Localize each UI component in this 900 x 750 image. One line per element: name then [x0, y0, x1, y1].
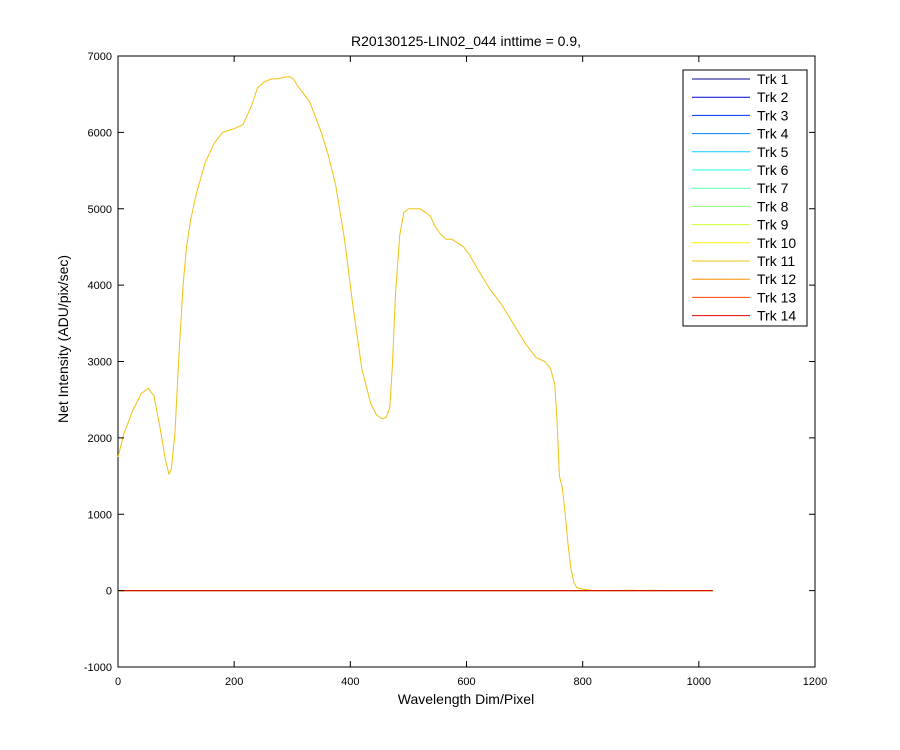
x-axis-label: Wavelength Dim/Pixel [398, 691, 534, 707]
x-tick-label: 200 [225, 676, 243, 688]
x-axis-ticks: 0 200 400 600 800 1000 1200 [115, 56, 827, 688]
legend-label: Trk 3 [757, 107, 789, 123]
legend-items: Trk 1 Trk 2 Trk 3 Trk 4 Trk 5 Trk 6 Trk 7 Trk 8… [692, 71, 796, 324]
legend-label: Trk 14 [757, 308, 796, 324]
legend-label: Trk 13 [757, 289, 796, 305]
x-tick-label: 600 [457, 676, 475, 688]
legend-label: Trk 7 [757, 180, 789, 196]
legend: Trk 1 Trk 2 Trk 3 Trk 4 Trk 5 Trk 6 Trk 7 Trk 8… [682, 69, 808, 327]
y-tick-label: 1000 [88, 509, 112, 521]
y-axis-ticks: -1000 0 1000 2000 3000 4000 5000 6000 7000 [84, 51, 815, 674]
legend-label: Trk 1 [757, 71, 789, 87]
y-tick-label: 7000 [88, 51, 112, 63]
legend-label: Trk 5 [757, 144, 789, 160]
y-tick-label: 4000 [88, 280, 112, 292]
series-layer [117, 76, 713, 592]
chart-title: R20130125-LIN02_044 inttime = 0.9, [351, 33, 581, 49]
x-tick-label: 1000 [687, 676, 711, 688]
legend-label: Trk 2 [757, 89, 789, 105]
legend-label: Trk 6 [757, 162, 789, 178]
y-tick-label: -1000 [84, 662, 112, 674]
x-tick-label: 400 [341, 676, 359, 688]
legend-label: Trk 8 [757, 198, 789, 214]
y-tick-label: 3000 [88, 357, 112, 369]
x-tick-label: 0 [115, 676, 121, 688]
legend-label: Trk 10 [757, 235, 796, 251]
legend-label: Trk 4 [757, 126, 789, 142]
legend-label: Trk 12 [757, 271, 796, 287]
legend-label: Trk 9 [757, 217, 789, 233]
y-tick-label: 5000 [88, 204, 112, 216]
series-line-trk-11 [117, 76, 713, 592]
x-tick-label: 1200 [803, 676, 827, 688]
legend-box [682, 69, 808, 327]
x-tick-label: 800 [573, 676, 591, 688]
y-axis-label: Net Intensity (ADU/pix/sec) [55, 255, 71, 423]
y-tick-label: 0 [106, 586, 112, 598]
y-tick-label: 6000 [88, 127, 112, 139]
legend-label: Trk 11 [757, 253, 795, 269]
y-tick-label: 2000 [88, 433, 112, 445]
